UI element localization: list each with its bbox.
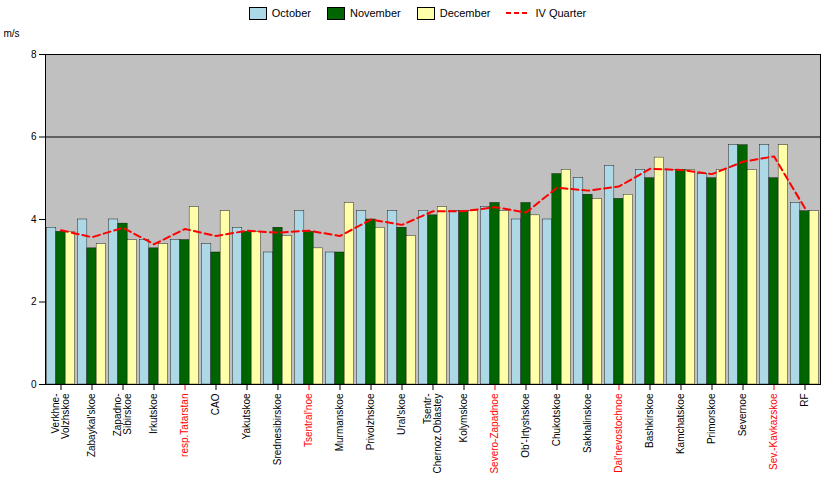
svg-text:m/s: m/s	[4, 28, 20, 39]
svg-text:Zapadno-Sibirskoe: Zapadno-Sibirskoe	[112, 393, 133, 436]
svg-text:resp.Tatarstan: resp.Tatarstan	[179, 394, 190, 457]
svg-text:6: 6	[31, 131, 37, 142]
svg-text:Dal'nevostochnoe: Dal'nevostochnoe	[613, 393, 624, 473]
svg-text:Privolzhskoe: Privolzhskoe	[365, 393, 376, 450]
html-text:October: October	[271, 7, 311, 19]
svg-text:0: 0	[31, 379, 37, 390]
svg-text:Severo-Zapadnoe: Severo-Zapadnoe	[489, 393, 500, 473]
svg-text:Primorskoe: Primorskoe	[706, 393, 717, 444]
svg-text:4: 4	[31, 214, 37, 225]
svg-text:Kamchatskoe: Kamchatskoe	[675, 393, 686, 454]
svg-text:Zabaykal'skoe: Zabaykal'skoe	[86, 393, 97, 457]
svg-text:Chukotskoe: Chukotskoe	[551, 393, 562, 446]
svg-text:Sakhalinskoe: Sakhalinskoe	[582, 393, 593, 453]
svg-text:Srednesibirskoe: Srednesibirskoe	[272, 393, 283, 465]
svg-text:Tsentr-Chernoz.Oblastey: Tsentr-Chernoz.Oblastey	[422, 394, 443, 474]
svg-text:RF: RF	[799, 394, 810, 407]
svg-text:Murmanskoe: Murmanskoe	[334, 393, 345, 451]
svg-text:Sev.-Kavkazskoe: Sev.-Kavkazskoe	[768, 393, 779, 470]
svg-text:Yakutskoe: Yakutskoe	[241, 393, 252, 439]
html-text:November: November	[349, 7, 401, 19]
html-text:December: December	[439, 7, 491, 19]
html-text:IV Quarter: IV Quarter	[535, 7, 587, 19]
svg-text:Tsentral'noe: Tsentral'noe	[303, 393, 314, 447]
svg-text:Ob'-Irtyshskoe: Ob'-Irtyshskoe	[520, 393, 531, 458]
svg-text:Verkhne-Volzhskoe: Verkhne-Volzhskoe	[50, 393, 71, 439]
svg-text:Severnoe: Severnoe	[737, 393, 748, 436]
svg-text:2: 2	[31, 296, 37, 307]
svg-text:CAO: CAO	[210, 393, 221, 415]
svg-text:Bashkirskoe: Bashkirskoe	[644, 393, 655, 448]
svg-text:8: 8	[31, 49, 37, 60]
svg-text:Kolymskoe: Kolymskoe	[458, 393, 469, 442]
svg-text:Irkutskoe: Irkutskoe	[148, 393, 159, 434]
svg-text:Ural'skoe: Ural'skoe	[396, 393, 407, 435]
